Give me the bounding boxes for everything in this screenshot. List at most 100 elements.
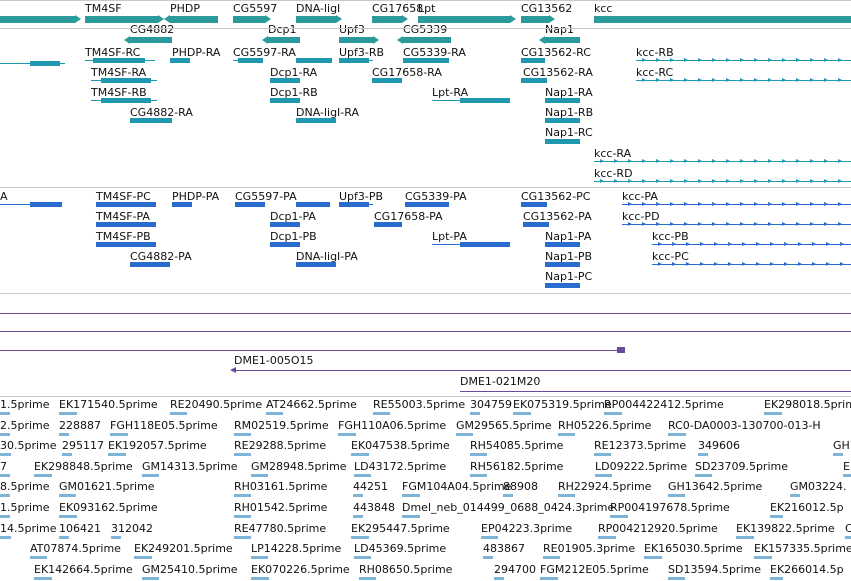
est-label[interactable]: GM14313.5prime (142, 460, 238, 473)
est-label[interactable]: 1.5prime (0, 398, 50, 411)
est-feature[interactable] (251, 577, 269, 580)
gene-label[interactable]: TM4SF (85, 2, 122, 15)
scaffold-line[interactable] (0, 313, 851, 314)
est-label[interactable]: RH05226.5prime (558, 419, 652, 432)
transcript-label[interactable]: kcc-RA (594, 147, 632, 160)
est-label[interactable]: EK047538.5prime (351, 439, 450, 452)
est-label[interactable]: RH54085.5prime (470, 439, 564, 452)
est-feature[interactable] (351, 536, 369, 539)
est-feature[interactable] (0, 474, 10, 477)
est-label[interactable]: EK295447.5prime (351, 522, 450, 535)
est-feature[interactable] (353, 494, 363, 497)
transcript-label[interactable]: CG17658-RA (372, 66, 442, 79)
transcript-label[interactable]: CG13562-RA (523, 66, 593, 79)
est-label[interactable]: 312042 (111, 522, 153, 535)
est-label[interactable]: RH08650.5prime (359, 563, 453, 576)
scaffold-line[interactable] (0, 331, 851, 332)
gene-bar[interactable] (372, 16, 402, 23)
est-label[interactable]: EK298848.5prime (34, 460, 133, 473)
est-label[interactable]: AT07874.5prime (30, 542, 121, 555)
est-feature[interactable] (0, 494, 10, 497)
gene-bar[interactable] (296, 16, 336, 23)
est-label[interactable]: EK192057.5prime (108, 439, 207, 452)
est-label[interactable]: SD13594.5prime (668, 563, 761, 576)
est-feature[interactable] (540, 577, 558, 580)
est-label[interactable]: 14.5prime (0, 522, 57, 535)
est-label[interactable]: 228887 (59, 419, 101, 432)
protein-label[interactable]: CG4882-PA (130, 250, 192, 263)
gene-bar[interactable] (418, 16, 510, 23)
transcript-label[interactable]: TM4SF-RA (91, 66, 147, 79)
protein-label[interactable]: A (0, 190, 8, 203)
est-label[interactable]: FGM104A04.5prime (402, 480, 512, 493)
est-feature[interactable] (354, 556, 371, 559)
est-feature[interactable] (354, 474, 371, 477)
transcript-label[interactable]: Dcp1-RA (270, 66, 318, 79)
est-label[interactable]: 2.5prime (0, 419, 50, 432)
gene-bar[interactable] (233, 16, 265, 23)
gene-label[interactable]: Upf3 (339, 23, 365, 36)
protein-label[interactable]: PHDP-PA (172, 190, 220, 203)
est-label[interactable]: E (843, 460, 850, 473)
transcript-label[interactable]: TM4SF-RB (91, 86, 147, 99)
est-feature[interactable] (845, 536, 851, 539)
est-label[interactable]: EK249201.5prime (134, 542, 233, 555)
est-feature[interactable] (770, 515, 784, 518)
est-label[interactable]: 106421 (59, 522, 101, 535)
est-feature[interactable] (644, 556, 662, 559)
est-feature[interactable] (790, 494, 800, 497)
est-feature[interactable] (543, 556, 560, 559)
est-feature[interactable] (456, 433, 473, 436)
est-feature[interactable] (558, 433, 575, 436)
transcript-label[interactable]: CG5339-RA (403, 46, 466, 59)
protein-bar[interactable] (622, 204, 851, 205)
est-label[interactable]: 88908 (503, 480, 538, 493)
gene-label[interactable]: CG17658 (372, 2, 424, 15)
est-feature[interactable] (111, 536, 121, 539)
est-label[interactable]: RH01542.5prime (234, 501, 328, 514)
est-feature[interactable] (234, 453, 251, 456)
transcript-bar[interactable] (594, 181, 851, 182)
est-label[interactable]: FGH118E05.5prime (110, 419, 218, 432)
est-feature[interactable] (754, 556, 772, 559)
est-feature[interactable] (595, 474, 612, 477)
est-label[interactable]: EK075319.5prime (513, 398, 612, 411)
gene-bar[interactable] (0, 16, 75, 23)
est-label[interactable]: EK298018.5prime (764, 398, 851, 411)
est-label[interactable]: RH03161.5prime (234, 480, 328, 493)
est-label[interactable]: EP04223.3prime (481, 522, 573, 535)
protein-label[interactable]: kcc-PA (622, 190, 658, 203)
est-label[interactable]: GH13642.5prime (668, 480, 763, 493)
est-feature[interactable] (34, 577, 52, 580)
transcript-label[interactable]: CG13562-RC (521, 46, 591, 59)
transcript-label[interactable]: DNA-ligI-RA (296, 106, 359, 119)
scaffold-line[interactable] (234, 370, 851, 371)
est-feature[interactable] (668, 433, 686, 436)
est-feature[interactable] (108, 453, 126, 456)
est-feature[interactable] (234, 536, 251, 539)
transcript-label[interactable]: kcc-RD (594, 167, 633, 180)
protein-bar[interactable] (652, 244, 851, 245)
est-feature[interactable] (59, 412, 77, 415)
protein-label[interactable]: CG5339-PA (405, 190, 467, 203)
est-label[interactable]: 7 (0, 460, 7, 473)
est-label[interactable]: GM29565.5prime (456, 419, 552, 432)
est-feature[interactable] (234, 515, 251, 518)
est-feature[interactable] (483, 556, 493, 559)
est-feature[interactable] (402, 494, 420, 497)
gene-bar[interactable] (130, 37, 172, 43)
gene-bar[interactable] (594, 16, 851, 23)
est-feature[interactable] (134, 556, 152, 559)
gene-bar[interactable] (521, 16, 549, 23)
protein-label[interactable]: Nap1-PC (545, 270, 593, 283)
est-feature[interactable] (0, 536, 11, 539)
est-feature[interactable] (494, 577, 504, 580)
gene-label[interactable]: CG13562 (521, 2, 573, 15)
protein-label[interactable]: Dcp1-PB (270, 230, 317, 243)
est-feature[interactable] (833, 453, 843, 456)
est-label[interactable]: RH22924.5prime (558, 480, 652, 493)
gene-label[interactable]: Dcp1 (268, 23, 297, 36)
est-feature[interactable] (843, 474, 851, 477)
est-label[interactable]: GM28948.5prime (251, 460, 347, 473)
est-feature[interactable] (34, 474, 52, 477)
